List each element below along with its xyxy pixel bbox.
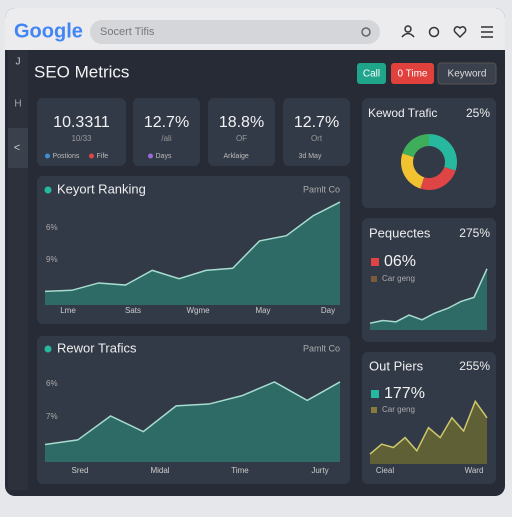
area-line xyxy=(44,201,341,293)
legend-label: Fife xyxy=(97,153,109,160)
x-label: Time xyxy=(231,466,249,475)
chart-value: 275% xyxy=(459,226,490,240)
y-label: 9% xyxy=(46,255,58,264)
chart-badge: Pamlt Co xyxy=(303,184,340,194)
area-fill xyxy=(370,401,487,464)
sidebar-item[interactable]: J xyxy=(16,57,21,68)
chart-badge: Pamlt Co xyxy=(303,343,340,353)
stat-card xyxy=(133,98,200,166)
chart-value: 255% xyxy=(459,359,490,373)
sidebar-tab[interactable] xyxy=(8,128,28,168)
legend-label: Arklaige xyxy=(224,153,249,160)
button[interactable] xyxy=(357,63,386,84)
chart-title: Pequectes xyxy=(369,225,431,240)
area-line xyxy=(369,268,488,324)
area-line xyxy=(44,381,341,446)
chart-title: Out Piers xyxy=(369,358,424,373)
legend-dot xyxy=(148,153,153,159)
chart-title: Rewor Trafics xyxy=(57,340,137,355)
search-box[interactable] xyxy=(90,20,380,44)
sidebar-item[interactable]: H xyxy=(14,99,21,110)
page-title: SEO Metrics xyxy=(34,62,129,81)
card-value: 25% xyxy=(466,106,490,120)
heart-icon[interactable] xyxy=(453,26,467,39)
x-label: Ward xyxy=(465,466,484,475)
stat-card xyxy=(37,98,126,166)
sidebar-item[interactable]: < xyxy=(14,142,20,154)
button-label[interactable]: 0 Time xyxy=(397,69,427,80)
donut-segment xyxy=(420,166,456,190)
y-label: 7% xyxy=(46,412,58,421)
title-dot xyxy=(44,345,52,353)
legend-dot xyxy=(45,153,50,159)
legend-label: 3d May xyxy=(299,153,322,160)
big-value: 06% xyxy=(384,253,416,270)
marker xyxy=(371,390,379,398)
x-label: Sats xyxy=(125,306,141,315)
stat-value: 12.7% xyxy=(294,114,339,131)
stat-label: OF xyxy=(236,134,247,143)
legend-label: Postions xyxy=(53,153,80,160)
legend-dot xyxy=(89,153,94,159)
x-label: Jurty xyxy=(311,466,328,475)
button[interactable] xyxy=(437,62,497,85)
card-title: Kewod Trafic xyxy=(368,106,437,120)
sub-marker xyxy=(371,276,377,282)
area-fill xyxy=(45,202,340,305)
button-label[interactable]: Call xyxy=(363,69,380,80)
donut-segment xyxy=(429,134,457,171)
marker xyxy=(371,258,379,266)
user-icon[interactable] xyxy=(404,25,412,33)
donut-segment xyxy=(402,134,429,158)
stat-value: 10.3311 xyxy=(53,114,110,131)
x-label: Sred xyxy=(72,466,89,475)
x-label: Cieal xyxy=(376,466,394,475)
y-label: 6% xyxy=(46,223,58,232)
search-text: Socert Tifis xyxy=(100,26,155,38)
stat-value: 18.8% xyxy=(219,114,264,131)
y-label: 6% xyxy=(46,379,58,388)
x-label: Day xyxy=(321,306,335,315)
sub-label: Car geng xyxy=(382,405,415,414)
sidebar xyxy=(8,50,28,490)
button[interactable] xyxy=(391,63,434,84)
search-icon[interactable] xyxy=(361,27,371,37)
circle-icon[interactable] xyxy=(428,26,440,38)
legend-label: Days xyxy=(156,153,172,160)
stat-label: Ort xyxy=(311,134,323,143)
title-dot xyxy=(44,186,52,194)
menu-icon[interactable] xyxy=(481,26,493,38)
area-fill xyxy=(370,268,487,330)
stat-card xyxy=(208,98,275,166)
big-value: 177% xyxy=(384,385,425,402)
stat-card xyxy=(283,98,350,166)
area-fill xyxy=(45,381,340,462)
x-label: May xyxy=(255,306,270,315)
sub-marker xyxy=(371,407,377,413)
stat-label: 10/33 xyxy=(71,134,92,143)
sub-label: Car geng xyxy=(382,274,415,283)
x-label: Lme xyxy=(60,306,76,315)
stat-value: 12.7% xyxy=(144,114,189,131)
area-line xyxy=(369,399,488,455)
user-icon-body xyxy=(401,32,415,38)
chart-title: Keyort Ranking xyxy=(57,181,146,196)
donut-segment xyxy=(401,153,425,189)
logo[interactable]: Google xyxy=(14,20,83,42)
x-label: Wgme xyxy=(186,306,210,315)
x-label: Midal xyxy=(150,466,169,475)
button-label[interactable]: Keyword xyxy=(448,69,487,80)
stat-label: /ali xyxy=(161,134,171,143)
card xyxy=(362,98,496,208)
